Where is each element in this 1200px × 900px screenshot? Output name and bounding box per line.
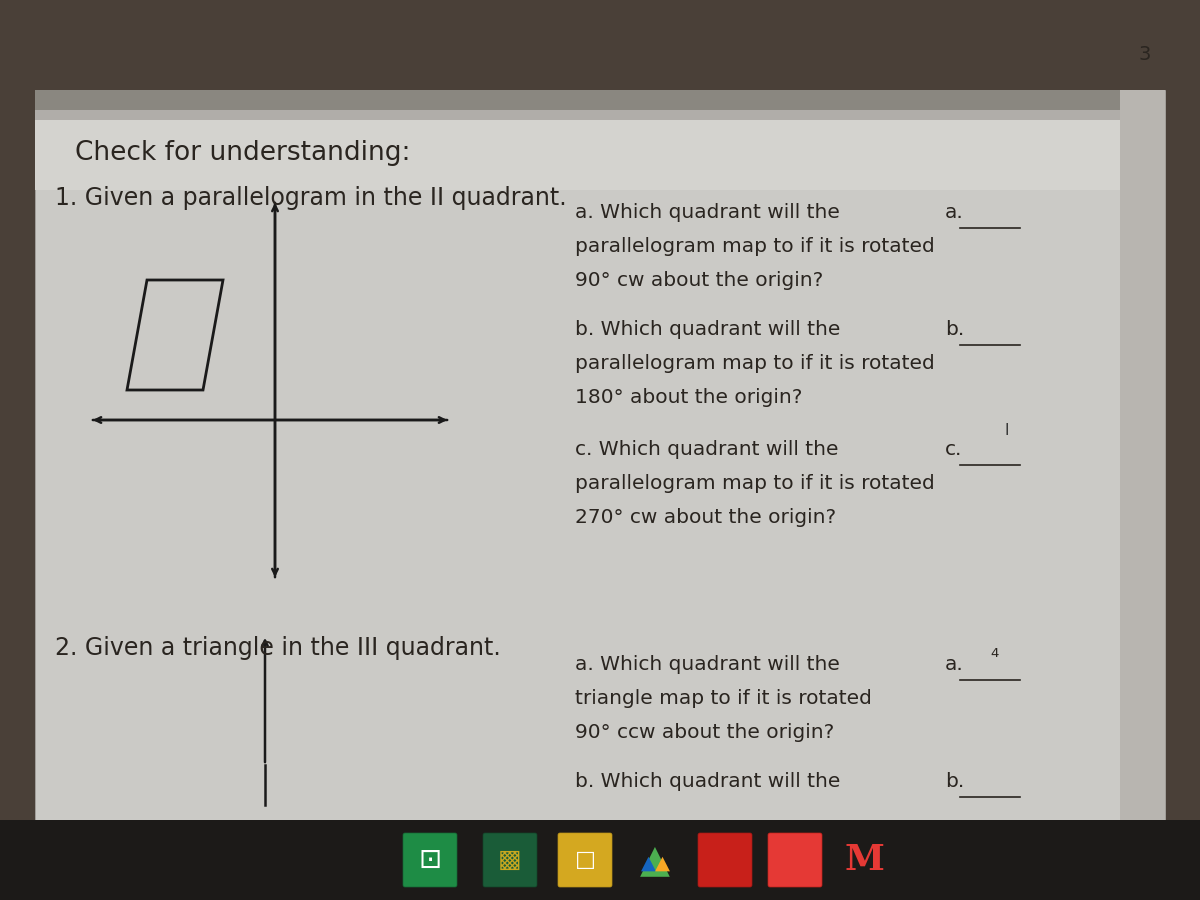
Text: a. Which quadrant will the: a. Which quadrant will the [575,655,840,674]
Text: 4: 4 [990,647,998,660]
FancyBboxPatch shape [35,90,1165,190]
Text: 180° about the origin?: 180° about the origin? [575,388,803,407]
Text: 270° cw about the origin?: 270° cw about the origin? [575,508,836,527]
FancyBboxPatch shape [768,833,822,887]
Text: ⊡: ⊡ [419,846,442,874]
Text: Check for understanding:: Check for understanding: [74,140,410,166]
Polygon shape [35,90,1165,110]
Text: a.: a. [946,203,964,222]
Text: parallelogram map to if it is rotated: parallelogram map to if it is rotated [575,474,935,493]
FancyBboxPatch shape [403,833,457,887]
Text: ▲: ▲ [640,841,670,879]
Text: parallelogram map to if it is rotated: parallelogram map to if it is rotated [575,237,935,256]
FancyBboxPatch shape [0,820,1200,900]
Text: ▩: ▩ [498,848,522,872]
Text: ▲: ▲ [654,853,670,872]
Text: c.: c. [946,440,962,459]
Text: ▲: ▲ [641,853,655,872]
Polygon shape [35,110,1165,120]
FancyBboxPatch shape [482,833,538,887]
Text: 90° ccw about the origin?: 90° ccw about the origin? [575,723,834,742]
FancyBboxPatch shape [558,833,612,887]
FancyBboxPatch shape [1120,90,1165,850]
Text: 1. Given a parallelogram in the II quadrant.: 1. Given a parallelogram in the II quadr… [55,186,566,210]
Text: M: M [845,843,886,877]
Text: I: I [1006,423,1009,438]
Text: b.: b. [946,320,965,339]
Text: c. Which quadrant will the: c. Which quadrant will the [575,440,839,459]
Text: triangle map to if it is rotated: triangle map to if it is rotated [575,689,872,708]
Text: 2. Given a triangle in the III quadrant.: 2. Given a triangle in the III quadrant. [55,636,500,660]
FancyBboxPatch shape [698,833,752,887]
Text: a. Which quadrant will the: a. Which quadrant will the [575,203,840,222]
FancyBboxPatch shape [35,90,1165,850]
FancyBboxPatch shape [0,870,1200,900]
Text: b.: b. [946,772,965,791]
Text: b. Which quadrant will the: b. Which quadrant will the [575,772,840,791]
Text: parallelogram map to if it is rotated: parallelogram map to if it is rotated [575,354,935,373]
Text: a.: a. [946,655,964,674]
Text: b. Which quadrant will the: b. Which quadrant will the [575,320,840,339]
Text: 3: 3 [1139,46,1151,65]
Text: 90° cw about the origin?: 90° cw about the origin? [575,271,823,290]
Text: □: □ [575,850,595,870]
